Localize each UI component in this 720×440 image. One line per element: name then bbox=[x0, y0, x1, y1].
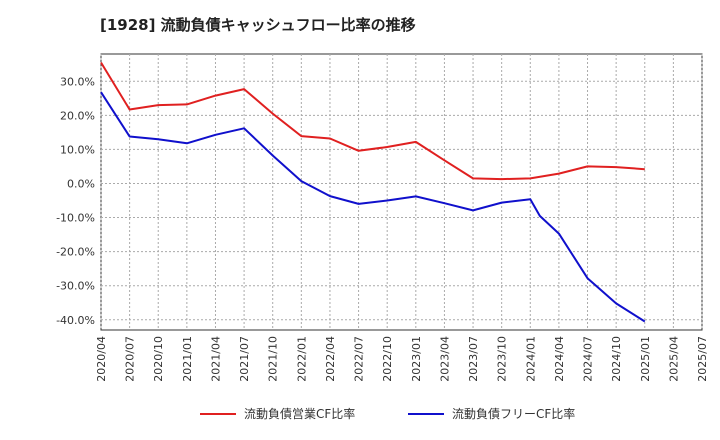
x-tick-label: 2023/01 bbox=[410, 336, 423, 382]
x-tick-label: 2023/04 bbox=[438, 336, 451, 382]
chart-title: [1928] 流動負債キャッシュフロー比率の推移 bbox=[100, 16, 416, 34]
x-tick-label: 2021/01 bbox=[181, 336, 194, 382]
y-tick-label: 20.0% bbox=[60, 109, 95, 122]
x-tick-label: 2022/10 bbox=[381, 336, 394, 382]
y-tick-label: -30.0% bbox=[56, 280, 95, 293]
y-tick-label: 0.0% bbox=[67, 177, 95, 190]
y-tick-label: 10.0% bbox=[60, 143, 95, 156]
x-tick-label: 2024/01 bbox=[524, 336, 537, 382]
x-tick-label: 2022/01 bbox=[295, 336, 308, 382]
x-tick-label: 2022/04 bbox=[324, 336, 337, 382]
legend-label-2: 流動負債フリーCF比率 bbox=[452, 406, 575, 421]
plot-area bbox=[100, 53, 703, 331]
x-tick-label: 2020/10 bbox=[152, 336, 165, 382]
y-tick-label: -10.0% bbox=[56, 212, 95, 225]
y-tick-label: -40.0% bbox=[56, 314, 95, 327]
x-tick-label: 2021/10 bbox=[267, 336, 280, 382]
x-tick-label: 2021/07 bbox=[238, 336, 251, 382]
x-tick-label: 2025/04 bbox=[667, 336, 680, 382]
x-tick-label: 2024/07 bbox=[582, 336, 595, 382]
x-tick-label: 2024/10 bbox=[610, 336, 623, 382]
y-tick-label: -20.0% bbox=[56, 246, 95, 259]
x-tick-label: 2023/07 bbox=[467, 336, 480, 382]
x-tick-label: 2022/07 bbox=[353, 336, 366, 382]
y-tick-label: 30.0% bbox=[60, 75, 95, 88]
x-tick-label: 2020/04 bbox=[95, 336, 108, 382]
x-tick-label: 2025/07 bbox=[696, 336, 709, 382]
series-line-1 bbox=[100, 61, 645, 181]
x-tick-label: 2023/10 bbox=[496, 336, 509, 382]
x-tick-label: 2025/01 bbox=[639, 336, 652, 382]
series-line-2 bbox=[100, 91, 646, 323]
x-tick-label: 2021/04 bbox=[209, 336, 222, 382]
legend-label-1: 流動負債営業CF比率 bbox=[244, 406, 355, 421]
x-tick-label: 2024/04 bbox=[553, 336, 566, 382]
x-tick-label: 2020/07 bbox=[124, 336, 137, 382]
